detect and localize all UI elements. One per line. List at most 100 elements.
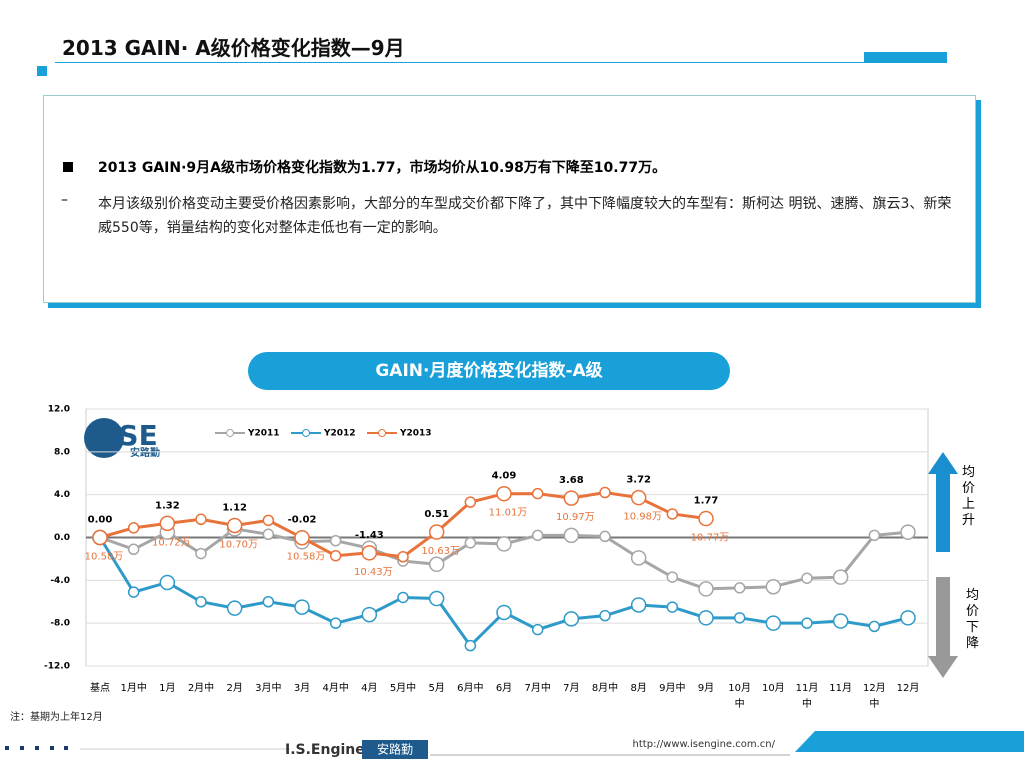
- price-label: 10.98万: [623, 512, 662, 523]
- point: [698, 581, 714, 597]
- legend-label: Y2011: [247, 429, 280, 439]
- up-arrow: [928, 452, 958, 552]
- chart-title: GAIN·月度价格变化指数-A级: [248, 352, 730, 390]
- point: [868, 620, 881, 633]
- data-label: 4.09: [492, 471, 517, 482]
- point: [428, 524, 445, 540]
- point: [801, 617, 813, 629]
- point: [531, 487, 544, 500]
- stripes: [795, 731, 1024, 752]
- point: [329, 617, 342, 629]
- point: [801, 572, 813, 584]
- price-label: 10.70万: [219, 540, 258, 551]
- detail: 本月该级别价格变动主要受价格因素影响，大部分的车型成交价都下降了，其中下降幅度较…: [98, 196, 952, 236]
- point: [666, 571, 679, 583]
- point: [496, 604, 512, 621]
- x-tick-label: 7月: [563, 682, 579, 694]
- x-tick-label: 7月中: [524, 681, 550, 694]
- x-tick-label: 8月中: [592, 681, 618, 694]
- price-label: 10.77万: [691, 533, 730, 544]
- x-tick-label: 12月: [897, 682, 920, 694]
- title-bar-accent: [55, 62, 947, 63]
- point: [428, 590, 445, 607]
- point: [361, 545, 378, 561]
- y-tick-label: 0.0: [54, 533, 70, 543]
- x-tick-label: 2月中: [188, 681, 214, 694]
- legend-marker: [302, 429, 310, 437]
- price-label: 10.58万: [85, 552, 124, 563]
- point: [630, 489, 647, 506]
- text-box: [43, 95, 976, 303]
- point: [563, 611, 580, 627]
- point: [630, 550, 647, 566]
- x-tick-label: 6月中: [457, 681, 483, 694]
- x-tick-label: 4月中: [322, 681, 348, 694]
- y-tick-label: 8.0: [54, 447, 70, 457]
- point: [765, 615, 782, 631]
- point: [666, 508, 679, 520]
- legend-marker: [378, 429, 386, 437]
- point: [868, 529, 881, 542]
- point: [294, 599, 310, 615]
- point: [92, 529, 108, 546]
- point: [563, 490, 580, 506]
- point: [361, 606, 378, 623]
- data-label: 3.72: [626, 475, 651, 486]
- point: [226, 600, 243, 616]
- point: [329, 549, 342, 562]
- point: [900, 610, 916, 626]
- point: [262, 528, 275, 541]
- point: [832, 569, 849, 585]
- point: [195, 596, 207, 608]
- point: [127, 522, 140, 534]
- data-label: 0.00: [88, 515, 113, 526]
- x-tick-label: 9月中: [659, 681, 685, 694]
- point: [397, 551, 409, 563]
- down-label: 均价下降: [966, 588, 980, 651]
- data-label: 3.68: [559, 475, 584, 486]
- point: [666, 601, 679, 613]
- x-tick-label: 6月: [496, 682, 512, 694]
- x-tick-label: 8月: [630, 682, 646, 694]
- bullet-mark: [63, 162, 73, 172]
- x-tick-label: 3月中: [255, 681, 281, 694]
- brand: I.S.Engine: [285, 742, 365, 758]
- y-tick-label: 4.0: [54, 490, 70, 500]
- point: [531, 623, 544, 636]
- page-title: 2013 GAIN· A级价格变化指数—9月: [62, 36, 405, 60]
- point: [531, 529, 544, 542]
- x-tick-label: 10月中: [728, 682, 751, 710]
- point: [195, 513, 207, 526]
- point: [733, 582, 746, 594]
- data-label: 1.77: [694, 496, 719, 507]
- point: [464, 537, 477, 549]
- point: [127, 586, 140, 598]
- url: http://www.isengine.com.cn/: [633, 739, 776, 750]
- point: [226, 517, 243, 534]
- point: [599, 486, 611, 499]
- x-tick-label: 1月中: [120, 681, 146, 694]
- point: [698, 510, 714, 527]
- point: [496, 536, 512, 552]
- price-label: 10.63万: [421, 546, 460, 557]
- x-tick-label: 5月中: [390, 681, 416, 694]
- brand-box: [362, 740, 428, 759]
- data-label: 1.32: [155, 500, 180, 511]
- x-tick-label: 5月: [428, 682, 444, 694]
- logo-text: ISE: [108, 419, 158, 452]
- price-label: 11.01万: [489, 508, 528, 519]
- y-tick-label: -12.0: [44, 662, 70, 672]
- point: [733, 612, 746, 624]
- point: [496, 485, 512, 502]
- legend-marker: [226, 429, 234, 437]
- footer-dots: [5, 746, 68, 750]
- price-label: 10.58万: [287, 552, 326, 563]
- price-label: 10.72万: [152, 537, 191, 548]
- point: [900, 524, 916, 540]
- price-label: 10.43万: [354, 567, 393, 578]
- legend-label: Y2013: [399, 429, 432, 439]
- y-tick-label: -8.0: [50, 619, 70, 629]
- note: 注：基期为上年12月: [10, 710, 103, 723]
